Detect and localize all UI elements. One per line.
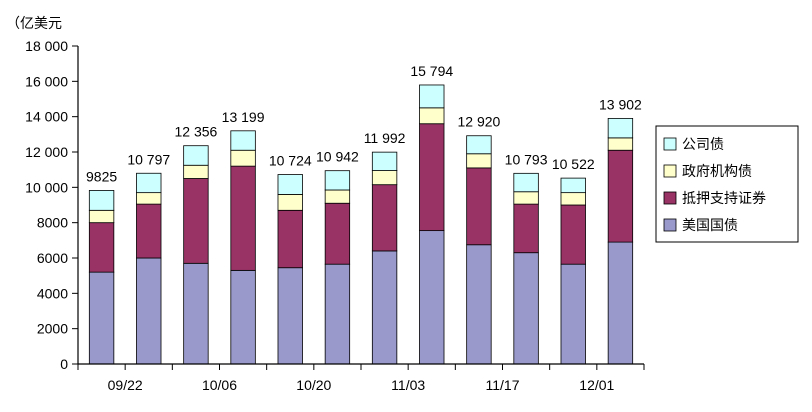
total-label: 11 992	[364, 130, 406, 146]
bar-segment	[466, 153, 492, 169]
y-axis: 0 2000 4000 6000 8000 10 000 12 000 14 000 16 00…	[25, 38, 79, 372]
bar-segment	[230, 269, 256, 365]
x-tick-label: 12/01	[579, 377, 614, 393]
bar-segment	[560, 177, 586, 194]
bar-segment	[466, 135, 492, 155]
total-label: 9825	[86, 168, 117, 184]
bar-segment	[88, 209, 115, 224]
y-tick-label: 2000	[37, 321, 68, 337]
legend-swatch	[663, 191, 677, 205]
bar-segment	[513, 203, 539, 254]
total-label: 15 794	[410, 63, 453, 79]
bar-segment	[466, 244, 492, 365]
bar-segment	[88, 222, 115, 273]
bar-segment	[371, 250, 398, 365]
y-tick-label: 12 000	[25, 144, 68, 160]
bar-segment	[136, 257, 162, 365]
y-tick-label: 10 000	[25, 179, 68, 195]
bar-segment	[136, 192, 162, 205]
legend-box	[655, 125, 799, 243]
bar-segment	[371, 184, 398, 252]
bar-segment	[324, 263, 351, 365]
bar-segment	[560, 192, 586, 206]
legend-swatch	[663, 164, 677, 178]
bar-segment	[183, 164, 209, 179]
bar-segment	[324, 202, 351, 265]
bar-segment	[419, 123, 445, 232]
legend-swatch	[663, 137, 677, 151]
bar-segment	[607, 137, 634, 151]
bar-segment	[607, 117, 634, 139]
x-tick-label: 10/06	[202, 377, 237, 393]
x-axis: 09/22 10/06 10/20 11/03 11/17 12/01	[77, 363, 645, 393]
y-tick-label: 18 000	[25, 38, 68, 54]
bar-segment	[183, 145, 209, 166]
bar-segment	[324, 170, 351, 191]
x-tick-label: 11/17	[486, 377, 520, 393]
legend-label: 政府机构债	[682, 164, 752, 180]
bar-segment	[419, 230, 445, 365]
bar-segment	[183, 262, 209, 365]
bar-segment	[277, 267, 303, 365]
total-label: 10 793	[505, 151, 548, 167]
bar-segment	[560, 204, 586, 265]
x-tick-label: 09/22	[108, 377, 143, 393]
bar-segment	[230, 165, 256, 271]
total-label: 10 942	[316, 149, 359, 165]
bar-segment	[183, 178, 209, 264]
bar-segment	[371, 170, 398, 186]
y-tick-label: 4000	[37, 285, 68, 301]
legend-label: 公司债	[682, 137, 724, 153]
bar-segment	[513, 191, 539, 205]
bars	[88, 84, 634, 365]
y-tick-label: 16 000	[25, 73, 68, 89]
bar-segment	[513, 172, 539, 193]
bar-segment	[371, 151, 398, 171]
x-tick-label: 11/03	[391, 377, 425, 393]
unit-label: （亿美元	[6, 16, 62, 32]
legend-swatch	[663, 218, 677, 232]
total-label: 12 356	[175, 124, 218, 140]
bar-segment	[419, 84, 445, 109]
total-label: 10 522	[552, 156, 595, 172]
bar-segment	[607, 241, 634, 365]
bar-segment	[324, 189, 351, 204]
bar-segment	[277, 193, 303, 211]
y-tick-label: 6000	[37, 250, 68, 266]
total-label: 10 797	[127, 151, 170, 167]
total-label: 13 902	[599, 96, 642, 112]
bar-segment	[136, 203, 162, 259]
bar-segment	[560, 263, 586, 365]
bar-segment	[136, 172, 162, 194]
bar-segment	[466, 167, 492, 246]
total-label: 12 920	[458, 114, 501, 130]
total-label: 10 724	[269, 153, 312, 169]
legend-label: 美国国债	[682, 218, 738, 234]
bar-segment	[230, 130, 256, 151]
bar-segment	[277, 174, 303, 195]
bar-segment	[88, 190, 115, 211]
x-tick-label: 10/20	[296, 377, 331, 393]
y-tick-label: 8000	[37, 215, 68, 231]
bar-segment	[419, 107, 445, 125]
bar-segment	[88, 271, 115, 365]
bar-segment	[277, 209, 303, 269]
legend-label: 抵押支持证券	[682, 191, 766, 207]
y-tick-label: 0	[60, 356, 68, 372]
y-tick-label: 14 000	[25, 109, 68, 125]
bar-segment	[607, 149, 634, 243]
total-label: 13 199	[222, 109, 265, 125]
bar-segment	[230, 149, 256, 167]
bar-segment	[513, 252, 539, 365]
